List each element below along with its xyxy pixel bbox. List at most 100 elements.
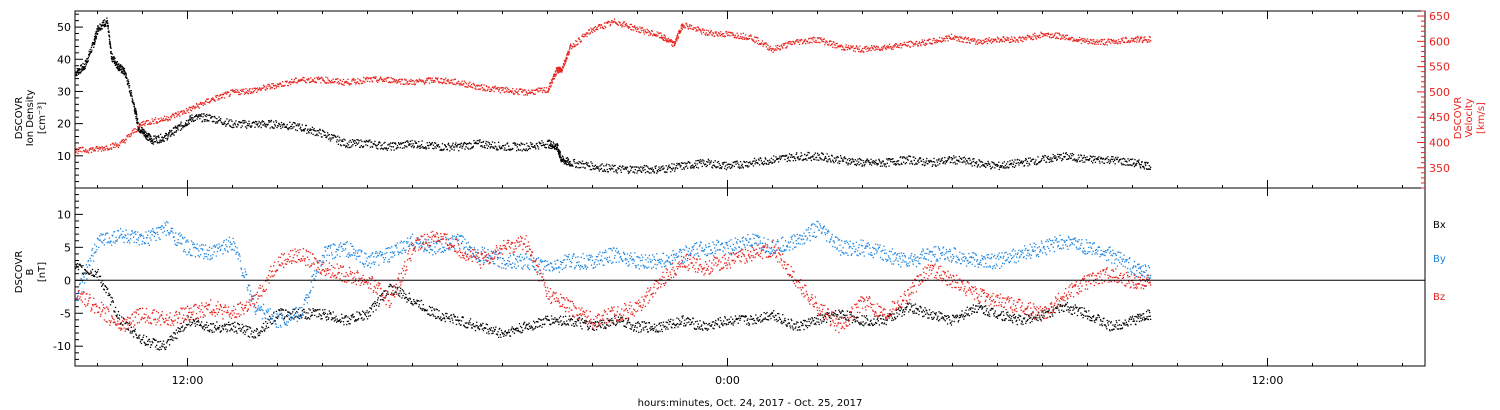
density-point bbox=[1121, 164, 1123, 166]
density-point bbox=[768, 163, 770, 165]
density-point bbox=[348, 146, 351, 149]
velocity-point bbox=[563, 59, 565, 62]
bx-point bbox=[253, 337, 255, 339]
velocity-point bbox=[905, 45, 908, 47]
density-point bbox=[389, 145, 391, 147]
velocity-point bbox=[1133, 38, 1135, 40]
density-point bbox=[559, 152, 561, 154]
velocity-point bbox=[1073, 38, 1075, 40]
density-point bbox=[679, 164, 681, 166]
velocity-point bbox=[1021, 36, 1023, 38]
density-point bbox=[553, 143, 555, 145]
density-point bbox=[746, 161, 748, 163]
velocity-point bbox=[501, 89, 503, 92]
density-point bbox=[1057, 153, 1059, 155]
velocity-point bbox=[397, 79, 400, 81]
density-point bbox=[417, 145, 419, 147]
density-point bbox=[720, 167, 723, 170]
velocity-point bbox=[251, 88, 253, 90]
density-point bbox=[565, 160, 567, 162]
density-point bbox=[410, 143, 412, 145]
density-point bbox=[1064, 155, 1066, 158]
velocity-point bbox=[1115, 39, 1117, 42]
velocity-point bbox=[740, 33, 742, 35]
density-point bbox=[87, 58, 89, 60]
velocity-point bbox=[1008, 37, 1010, 39]
velocity-point bbox=[786, 47, 788, 49]
velocity-point bbox=[1061, 34, 1063, 36]
density-point bbox=[1133, 163, 1135, 165]
velocity-point bbox=[720, 31, 722, 33]
density-point bbox=[461, 147, 463, 149]
velocity-point bbox=[225, 91, 227, 93]
velocity-point bbox=[1068, 37, 1071, 39]
velocity-point bbox=[148, 123, 150, 125]
velocity-point bbox=[706, 34, 708, 36]
velocity-point bbox=[784, 47, 787, 49]
density-point bbox=[307, 131, 310, 133]
density-point bbox=[708, 160, 710, 162]
density-point bbox=[940, 160, 942, 163]
density-point bbox=[97, 28, 99, 30]
bx-point bbox=[195, 321, 198, 323]
density-point bbox=[151, 140, 153, 142]
density-point bbox=[261, 121, 263, 123]
density-point bbox=[273, 127, 275, 129]
density-point bbox=[1062, 152, 1065, 154]
velocity-point bbox=[751, 39, 753, 41]
density-point bbox=[1074, 158, 1076, 160]
bx-point bbox=[118, 314, 121, 316]
density-point bbox=[122, 68, 125, 70]
velocity-point bbox=[181, 113, 184, 115]
velocity-point bbox=[569, 46, 571, 48]
velocity-point bbox=[1056, 36, 1058, 38]
density-point bbox=[462, 144, 464, 146]
density-point bbox=[129, 85, 131, 87]
velocity-point bbox=[1129, 41, 1131, 43]
density-point bbox=[309, 129, 311, 131]
density-point bbox=[1050, 159, 1053, 161]
velocity-point bbox=[939, 36, 941, 39]
velocity-point bbox=[224, 97, 226, 99]
velocity-point bbox=[167, 120, 169, 122]
density-point bbox=[789, 160, 791, 162]
velocity-point bbox=[862, 50, 864, 53]
density-point bbox=[766, 163, 768, 165]
density-point bbox=[927, 160, 929, 162]
density-point bbox=[251, 125, 253, 127]
velocity-point bbox=[977, 39, 979, 41]
velocity-point bbox=[537, 91, 539, 93]
velocity-point bbox=[282, 81, 284, 83]
density-point bbox=[585, 162, 587, 165]
velocity-point bbox=[1111, 39, 1113, 42]
velocity-point bbox=[251, 92, 253, 94]
velocity-point bbox=[745, 37, 747, 39]
bx-point bbox=[127, 329, 130, 331]
density-point bbox=[180, 121, 182, 123]
density-point bbox=[616, 169, 618, 171]
velocity-point bbox=[577, 38, 580, 40]
velocity-point bbox=[293, 78, 296, 81]
velocity-point bbox=[854, 47, 856, 50]
density-point bbox=[651, 167, 653, 169]
x-axis: 12:00 0:00 12:00 bbox=[97, 11, 1403, 387]
bx-point bbox=[100, 282, 102, 284]
density-point bbox=[274, 123, 276, 126]
density-point bbox=[204, 120, 206, 123]
density-point bbox=[138, 127, 140, 129]
density-point bbox=[562, 155, 564, 158]
density-point bbox=[1094, 156, 1096, 158]
bx-point bbox=[181, 326, 183, 329]
velocity-point bbox=[531, 91, 534, 94]
density-point bbox=[615, 171, 617, 173]
density-point bbox=[563, 161, 565, 163]
density-point bbox=[755, 161, 757, 163]
density-point bbox=[971, 165, 973, 167]
velocity-point bbox=[1106, 44, 1108, 46]
bx-point bbox=[114, 311, 116, 313]
density-point bbox=[1148, 168, 1150, 170]
density-point bbox=[127, 80, 130, 83]
density-point bbox=[1006, 166, 1008, 168]
bx-point bbox=[285, 309, 287, 311]
density-point bbox=[98, 28, 101, 30]
